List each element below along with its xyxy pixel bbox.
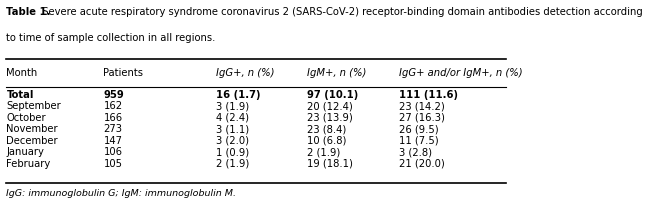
Text: 3 (2.0): 3 (2.0) (216, 136, 248, 146)
Text: September: September (6, 101, 61, 111)
Text: 23 (14.2): 23 (14.2) (399, 101, 445, 111)
Text: 20 (12.4): 20 (12.4) (307, 101, 353, 111)
Text: 23 (13.9): 23 (13.9) (307, 113, 353, 123)
Text: 166: 166 (103, 113, 122, 123)
Text: 16 (1.7): 16 (1.7) (216, 90, 260, 100)
Text: Total: Total (6, 90, 34, 100)
Text: 97 (10.1): 97 (10.1) (307, 90, 359, 100)
Text: 959: 959 (103, 90, 124, 100)
Text: 19 (18.1): 19 (18.1) (307, 159, 353, 169)
Text: to time of sample collection in all regions.: to time of sample collection in all regi… (6, 33, 216, 43)
Text: Table 1.: Table 1. (6, 7, 51, 17)
Text: 3 (1.9): 3 (1.9) (216, 101, 249, 111)
Text: 26 (9.5): 26 (9.5) (399, 124, 439, 134)
Text: 147: 147 (103, 136, 122, 146)
Text: 106: 106 (103, 147, 122, 157)
Text: 111 (11.6): 111 (11.6) (399, 90, 458, 100)
Text: December: December (6, 136, 58, 146)
Text: Severe acute respiratory syndrome coronavirus 2 (SARS-CoV-2) receptor-binding do: Severe acute respiratory syndrome corona… (36, 7, 643, 17)
Text: IgG: immunoglobulin G; IgM: immunoglobulin M.: IgG: immunoglobulin G; IgM: immunoglobul… (6, 189, 237, 198)
Text: 23 (8.4): 23 (8.4) (307, 124, 346, 134)
Text: IgG+ and/or IgM+, n (%): IgG+ and/or IgM+, n (%) (399, 68, 523, 78)
Text: 2 (1.9): 2 (1.9) (216, 159, 249, 169)
Text: February: February (6, 159, 51, 169)
Text: IgG+, n (%): IgG+, n (%) (216, 68, 274, 78)
Text: November: November (6, 124, 58, 134)
Text: IgM+, n (%): IgM+, n (%) (307, 68, 367, 78)
Text: 1 (0.9): 1 (0.9) (216, 147, 249, 157)
Text: Month: Month (6, 68, 38, 78)
Text: 162: 162 (103, 101, 122, 111)
Text: Patients: Patients (103, 68, 144, 78)
Text: January: January (6, 147, 44, 157)
Text: 3 (1.1): 3 (1.1) (216, 124, 249, 134)
Text: 2 (1.9): 2 (1.9) (307, 147, 341, 157)
Text: 273: 273 (103, 124, 122, 134)
Text: 10 (6.8): 10 (6.8) (307, 136, 346, 146)
Text: 3 (2.8): 3 (2.8) (399, 147, 432, 157)
Text: 27 (16.3): 27 (16.3) (399, 113, 445, 123)
Text: October: October (6, 113, 46, 123)
Text: 11 (7.5): 11 (7.5) (399, 136, 439, 146)
Text: 105: 105 (103, 159, 122, 169)
Text: 21 (20.0): 21 (20.0) (399, 159, 445, 169)
Text: 4 (2.4): 4 (2.4) (216, 113, 248, 123)
